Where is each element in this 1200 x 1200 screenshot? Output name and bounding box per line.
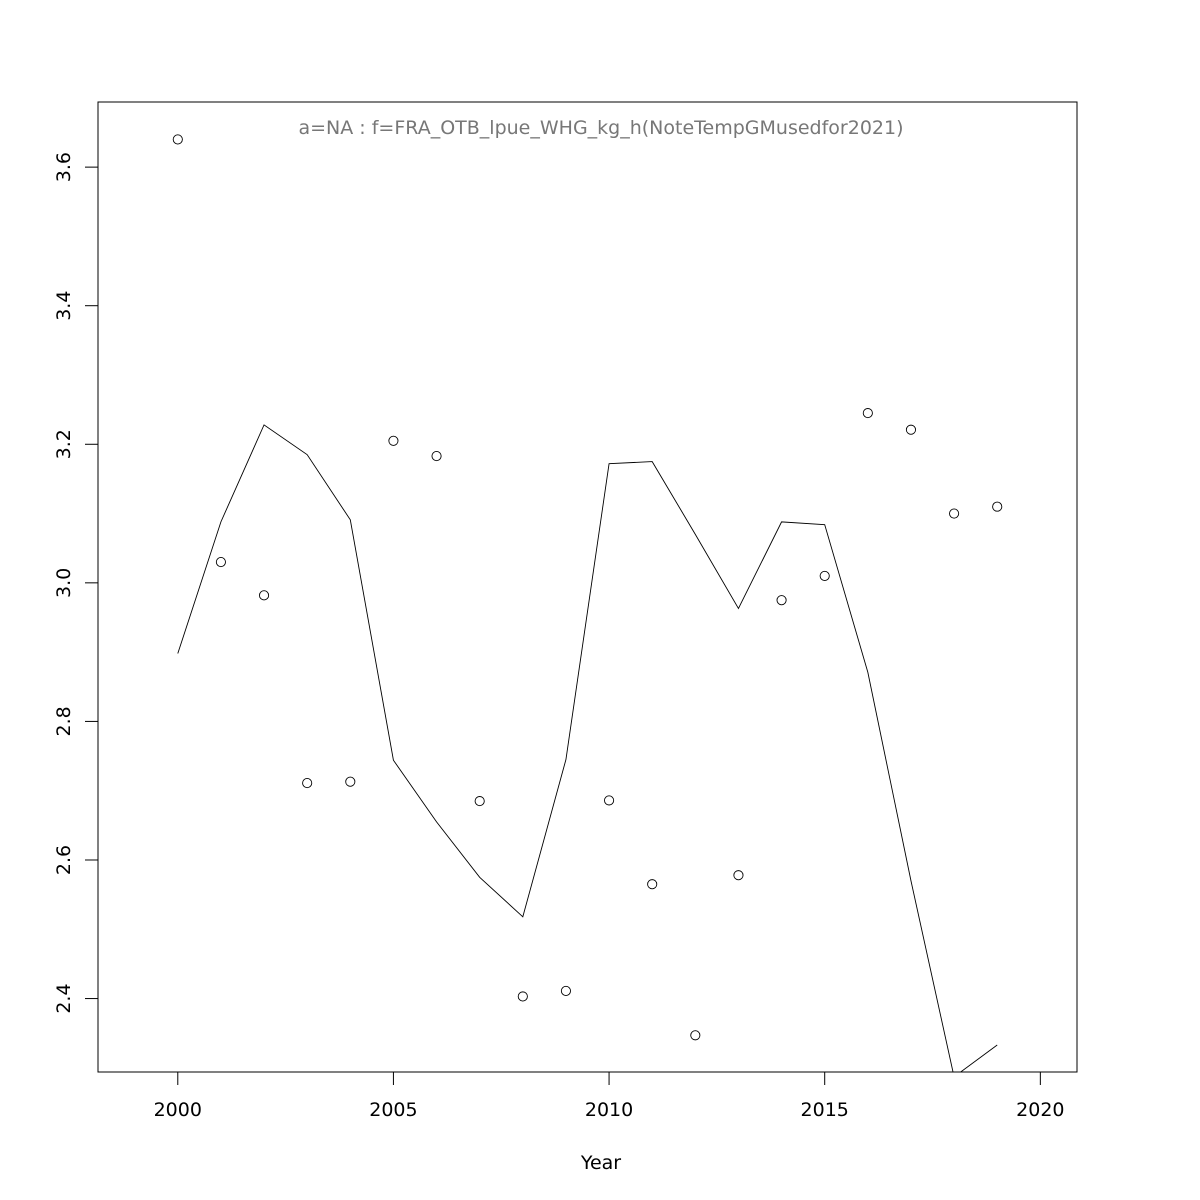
data-point: [431, 450, 442, 462]
data-point: [819, 570, 830, 581]
x-tick-label: 2020: [1016, 1099, 1064, 1121]
data-point: [733, 870, 744, 881]
data-point: [992, 501, 1003, 512]
plot-frame: [97, 101, 1078, 1073]
plot-title: a=NA : f=FRA_OTB_lpue_WHG_kg_h(NoteTempG…: [298, 117, 903, 139]
data-point: [604, 795, 615, 806]
data-point: [258, 590, 270, 601]
data-point: [172, 134, 183, 145]
data-point: [345, 776, 356, 787]
y-tick-label: 3.0: [53, 568, 75, 598]
data-point: [862, 408, 873, 419]
data-series: [172, 134, 1003, 1072]
y-tick-label: 2.4: [53, 983, 75, 1013]
data-point: [690, 1030, 701, 1041]
y-tick-label: 2.6: [53, 845, 75, 875]
data-point: [474, 796, 485, 807]
data-point: [302, 778, 313, 789]
data-point: [647, 879, 658, 890]
data-point: [388, 435, 399, 446]
x-tick-label: 2010: [585, 1099, 633, 1121]
y-tick-label: 3.4: [53, 291, 75, 321]
data-point: [905, 424, 917, 435]
data-point: [776, 595, 787, 606]
y-tick-label: 3.6: [53, 152, 75, 182]
y-axis: 2.4 2.6 2.8 3.0 3.2 3.4 3.6: [53, 152, 99, 1014]
x-tick-label: 2005: [369, 1099, 417, 1121]
x-tick-label: 2000: [154, 1099, 202, 1121]
data-point: [517, 991, 528, 1002]
data-point: [949, 508, 960, 519]
data-point: [215, 557, 226, 568]
x-tick-label: 2015: [801, 1099, 849, 1121]
y-tick-label: 3.2: [53, 429, 75, 459]
data-point: [560, 985, 571, 996]
fitted-line: [177, 424, 998, 1072]
y-tick-label: 2.8: [53, 706, 75, 736]
x-axis-title: Year: [580, 1152, 621, 1174]
x-axis: 2000 2005 2010 2015 2020: [154, 1071, 1065, 1121]
